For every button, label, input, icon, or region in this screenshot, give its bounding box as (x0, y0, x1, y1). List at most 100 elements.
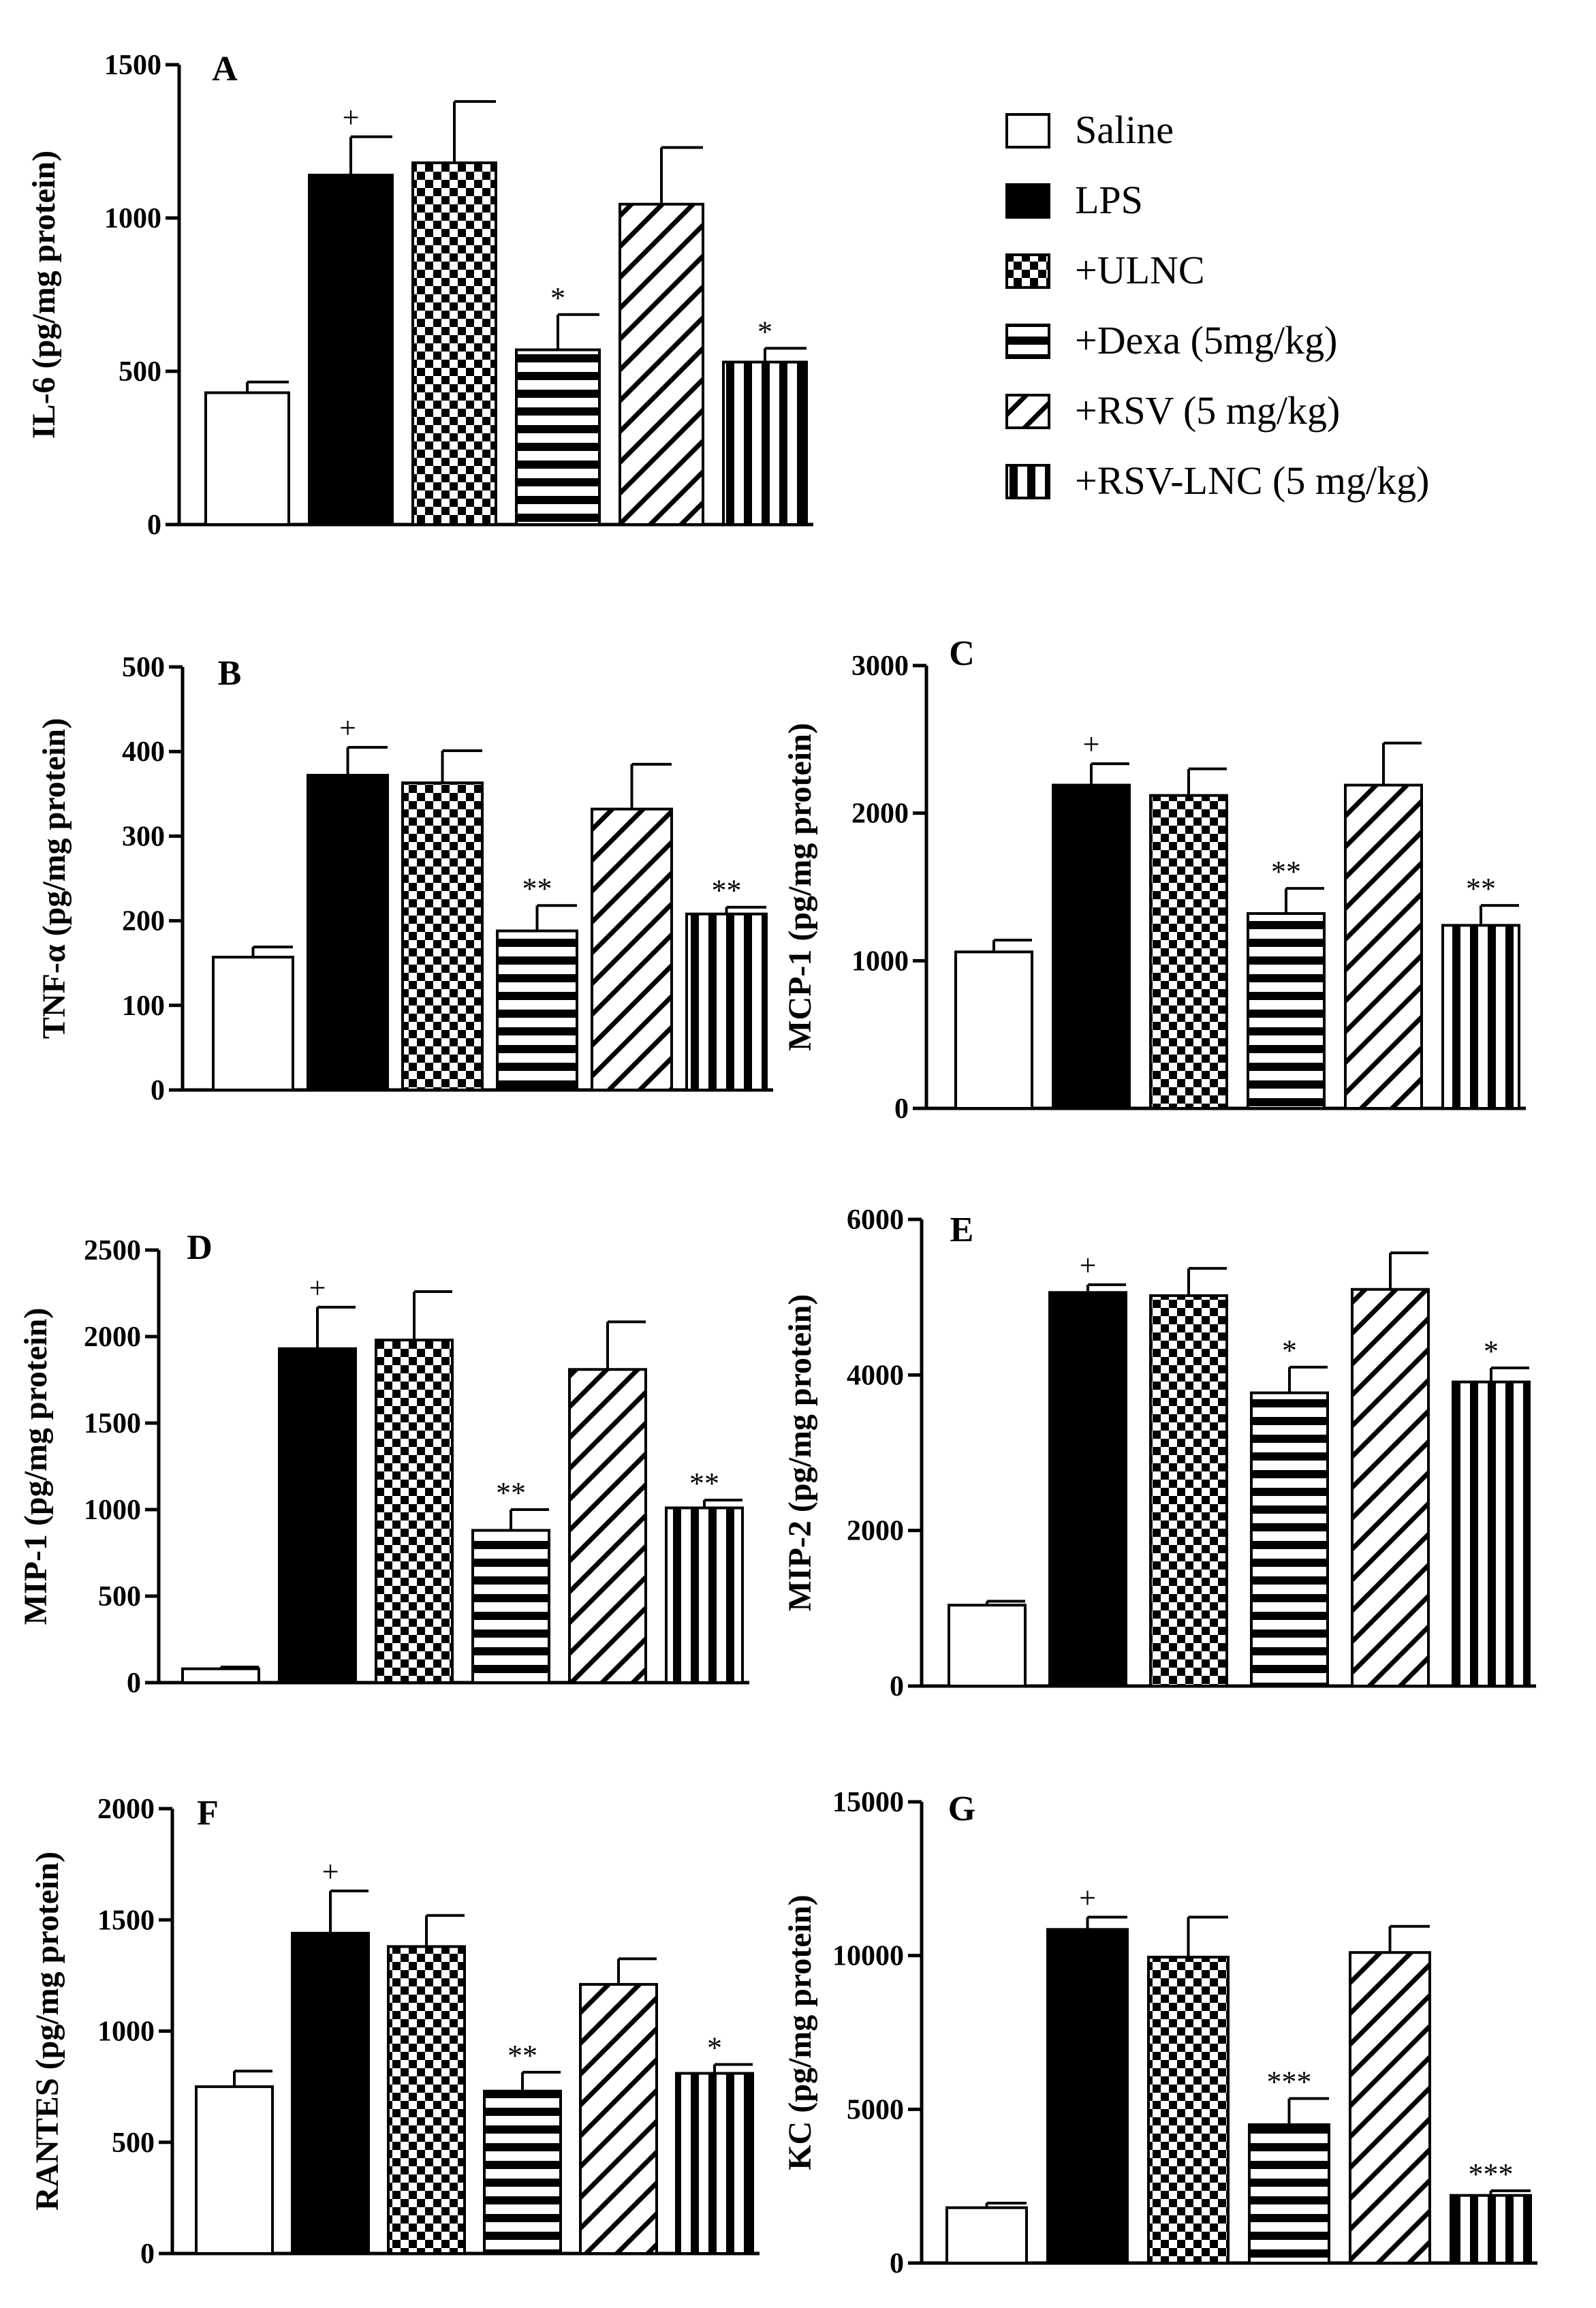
bar-white (204, 391, 290, 526)
panel-e: 0 2000 4000 6000 MIP-2 (pg/mg protein) E + * * (782, 1204, 1536, 1702)
bar-black (1048, 1291, 1127, 1687)
y-tick-label: 2000 (847, 1516, 904, 1547)
significance-plus: + (1079, 1881, 1096, 1914)
panel-f: 0 500 1000 1500 2000 RANTES (pg/mg protein) F +… (29, 1794, 760, 2270)
bar-checker (1149, 1294, 1228, 1687)
legend-item-vstripes: +RSV-LNC (5 mg/kg) (1005, 458, 1429, 503)
bar-diag (1349, 1951, 1431, 2264)
bar-diag (619, 202, 704, 526)
legend-item-diag: +RSV (5 mg/kg) (1005, 388, 1340, 433)
panel-letter: F (197, 1794, 219, 1833)
y-tick-label: 1500 (97, 1905, 155, 1936)
y-tick-label: 0 (127, 1668, 141, 1699)
bar-black (1052, 783, 1131, 1110)
y-tick-label: 10000 (832, 1941, 904, 1972)
y-axis-label: MIP-2 (pg/mg protein) (782, 1294, 818, 1612)
legend-label: +Dexa (5mg/kg) (1075, 318, 1337, 362)
legend-item-hstripes: +Dexa (5mg/kg) (1005, 318, 1337, 362)
y-tick-label: 1000 (97, 2016, 155, 2048)
bar-hstripes (515, 348, 601, 526)
bar-vstripes (722, 360, 808, 526)
bar-hstripes (471, 1529, 550, 1684)
legend-label: +ULNC (1075, 248, 1205, 292)
bar-diag (1344, 783, 1423, 1110)
legend-label: +RSV-LNC (5 mg/kg) (1075, 458, 1429, 503)
y-axis-label: KC (pg/mg protein) (782, 1894, 818, 2170)
y-tick-label: 5000 (847, 2094, 904, 2125)
bar-hstripes (496, 929, 578, 1092)
y-tick-label: 400 (122, 736, 165, 768)
legend-label: +RSV (5 mg/kg) (1075, 388, 1340, 433)
y-tick-label: 500 (122, 652, 165, 683)
y-tick-label: 0 (894, 1093, 909, 1125)
significance-star: ** (689, 1467, 719, 1500)
bar-checker (1147, 1955, 1230, 2264)
y-tick-label: 15000 (832, 1787, 904, 1818)
y-tick-label: 4000 (847, 1360, 904, 1391)
significance-star: *** (1267, 2065, 1312, 2099)
bar-white (212, 956, 294, 1091)
significance-plus: + (1083, 728, 1100, 761)
legend-swatch (1005, 324, 1050, 359)
bar-checker (387, 1945, 466, 2255)
y-tick-label: 100 (122, 991, 165, 1022)
bar-vstripes (1450, 2194, 1532, 2265)
panel-letter: C (949, 634, 975, 673)
y-axis-label: IL-6 (pg/mg protein) (26, 151, 62, 439)
significance-star: * (757, 315, 772, 348)
legend-item-white: Saline (1005, 108, 1174, 152)
bar-black (307, 773, 389, 1091)
panel-b: 0 100 200 300 400 500 TNF-α (pg/mg protein) B + *… (36, 652, 773, 1106)
panel-letter: G (948, 1790, 975, 1828)
bar-hstripes (1248, 2123, 1330, 2264)
bar-white (945, 2206, 1028, 2265)
bar-diag (579, 1982, 658, 2256)
y-tick-label: 500 (112, 2127, 155, 2159)
y-tick-label: 2000 (97, 1794, 155, 1825)
legend-item-checker: +ULNC (1005, 248, 1205, 292)
y-tick-label: 1500 (104, 50, 161, 81)
significance-star: ** (1466, 872, 1496, 905)
legend-swatch (1005, 464, 1050, 499)
bar-checker (1149, 794, 1228, 1110)
significance-star: ** (1271, 855, 1301, 888)
significance-star: ** (522, 872, 552, 905)
legend: Saline LPS +ULNC +Dexa (5mg/kg) +RSV (5 mg/k… (1005, 108, 1429, 503)
y-axis-label: TNF-α (pg/mg protein) (36, 718, 72, 1039)
y-tick-label: 6000 (847, 1204, 904, 1236)
panel-a: 0 500 1000 1500 IL-6 (pg/mg protein) A + * * (26, 50, 813, 541)
bar-black (308, 174, 394, 526)
significance-star: *** (1469, 2157, 1514, 2191)
bar-black (291, 1931, 370, 2256)
significance-plus: + (343, 101, 360, 134)
bar-vstripes (665, 1506, 744, 1684)
legend-label: LPS (1075, 178, 1143, 222)
bar-vstripes (685, 912, 768, 1091)
significance-plus: + (309, 1271, 326, 1305)
significance-star: * (550, 281, 565, 315)
y-tick-label: 2500 (84, 1235, 141, 1266)
y-tick-label: 0 (147, 510, 161, 541)
y-axis-label: MIP-1 (pg/mg protein) (18, 1308, 54, 1625)
bar-vstripes (1441, 924, 1520, 1110)
bar-black (1046, 1928, 1129, 2264)
bar-hstripes (1247, 912, 1326, 1110)
significance-plus: + (339, 711, 356, 745)
y-tick-label: 500 (98, 1581, 141, 1612)
y-tick-label: 2000 (851, 798, 909, 830)
legend-label: Saline (1075, 108, 1174, 152)
panel-d: 0 500 1000 1500 2000 2500 MIP-1 (pg/mg protein… (18, 1228, 749, 1699)
panel-letter: D (187, 1228, 213, 1267)
bar-vstripes (675, 2072, 754, 2255)
y-tick-label: 500 (119, 356, 161, 388)
significance-star: * (707, 2031, 722, 2064)
y-tick-label: 0 (151, 1075, 165, 1106)
y-tick-label: 1000 (84, 1495, 141, 1526)
bar-checker (375, 1339, 454, 1684)
y-tick-label: 300 (122, 821, 165, 852)
y-tick-label: 1000 (851, 946, 909, 977)
legend-swatch (1005, 394, 1050, 429)
panel-c: 0 1000 2000 3000 MCP-1 (pg/mg protein) C + ** ** (782, 634, 1526, 1125)
panel-letter: B (218, 654, 242, 693)
